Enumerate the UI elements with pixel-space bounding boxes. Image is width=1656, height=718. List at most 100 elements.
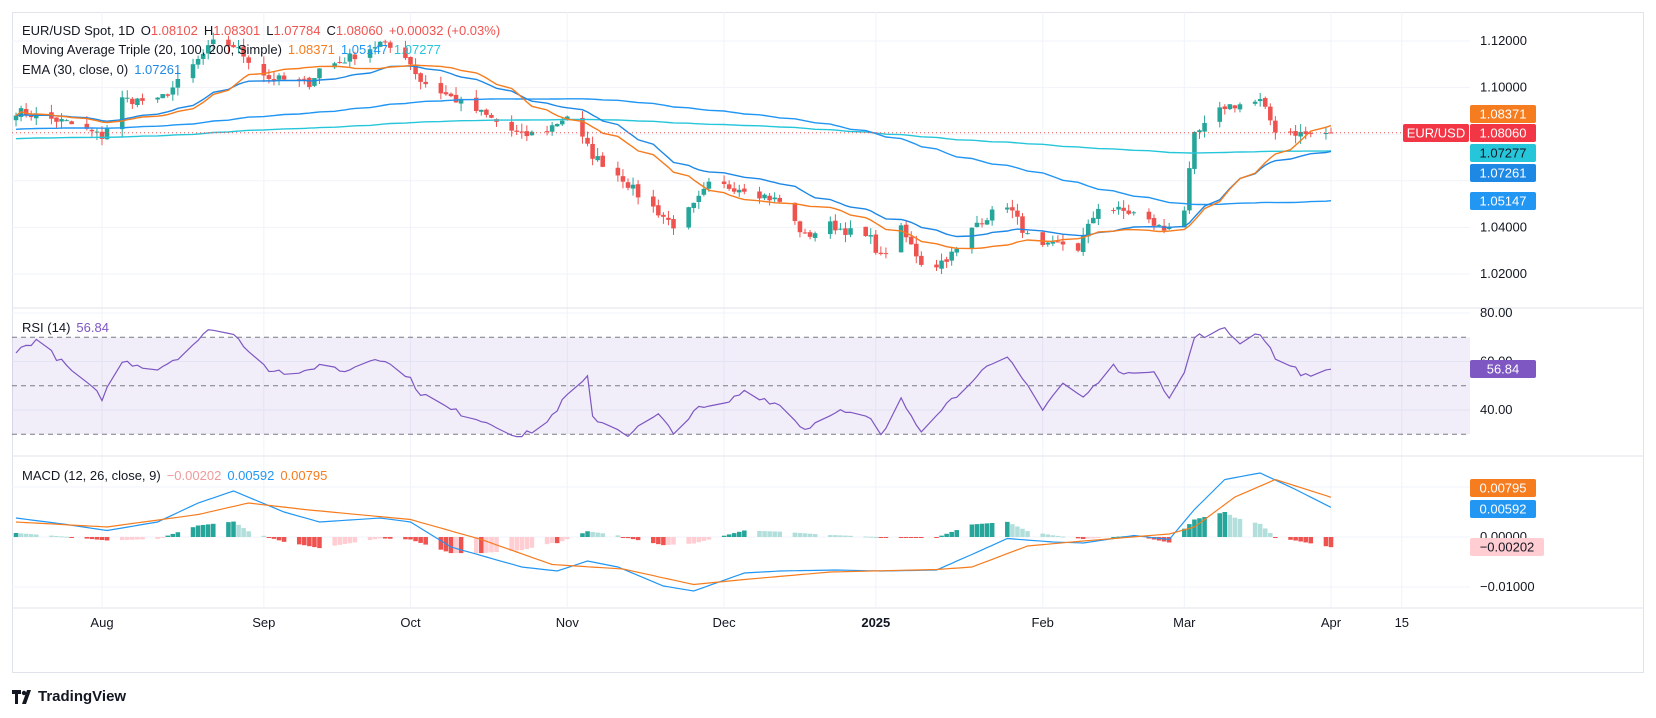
candle-body	[721, 181, 727, 185]
candle-body	[559, 120, 565, 125]
macd-hist-bar	[721, 535, 727, 537]
candle-body	[544, 131, 550, 133]
candle-body	[377, 41, 383, 47]
macd-hist-bar	[554, 537, 560, 544]
macd-hist-bar	[1288, 537, 1293, 540]
macd-hist-bar	[807, 533, 813, 537]
macd-hist-bar	[661, 537, 666, 546]
symbol-badge-bg	[1403, 124, 1469, 142]
macd-hist-bar	[600, 533, 605, 537]
macd-hist-bar	[135, 537, 140, 540]
candle-body	[226, 39, 231, 47]
candle-body	[276, 75, 282, 80]
low-value: 1.07784	[273, 23, 321, 38]
rsi-line	[15, 327, 1332, 438]
ma-legend: Moving Average Triple (20, 100, 200, Sim…	[22, 42, 447, 58]
time-tick-label: Nov	[556, 615, 580, 630]
ma-legend-name: Moving Average Triple (20, 100, 200, Sim…	[22, 42, 282, 57]
macd-hist-bar	[863, 536, 868, 538]
ema30-line	[15, 65, 1332, 238]
candle-body	[271, 79, 277, 81]
macd-hist-bar	[231, 521, 236, 537]
macd-hist-bar	[701, 537, 707, 541]
macd-hist-bar	[1262, 528, 1268, 537]
macd-hist-bar	[989, 522, 995, 537]
macd-hist-bar	[89, 537, 95, 540]
macd-hist-bar	[666, 537, 671, 545]
ma20-line	[15, 64, 1332, 250]
macd-hist-bar	[1015, 526, 1020, 537]
candle-body	[246, 57, 251, 63]
candle-body	[903, 224, 909, 238]
candle-body	[448, 93, 454, 97]
candle-body	[302, 78, 307, 80]
candle-body	[742, 188, 747, 192]
macd-hist-bar	[777, 531, 782, 537]
macd-hist-bar	[691, 537, 697, 544]
candle-body	[332, 63, 337, 68]
candle-body	[1323, 133, 1329, 135]
macd-hist-bar	[833, 535, 838, 537]
candle-body	[812, 233, 818, 238]
candle-body	[423, 81, 428, 85]
macd-hist-bar	[514, 537, 520, 551]
candle-body	[1096, 208, 1101, 219]
candle-body	[863, 226, 868, 237]
candle-body	[408, 56, 413, 65]
candle-body	[1257, 99, 1263, 102]
macd-hist-bar	[347, 537, 353, 544]
ohlc-legend: EUR/USD Spot, 1D O1.08102 H1.08301 L1.07784…	[22, 23, 506, 39]
candle-body	[1040, 232, 1045, 246]
macd-hist-bar	[281, 537, 287, 542]
macd-hist-bar	[1237, 518, 1243, 537]
candle-body	[1050, 241, 1056, 244]
candle-body	[1025, 233, 1030, 235]
macd-hist-bar	[802, 533, 808, 537]
ma20-price-badge-bg	[1470, 105, 1536, 123]
candle-body	[939, 260, 944, 269]
macd-hist-bar	[1020, 528, 1025, 537]
open-label: O	[140, 23, 151, 38]
candle-body	[1308, 132, 1314, 134]
macd-hist-bar	[1182, 528, 1187, 537]
candle-body	[266, 75, 272, 79]
ma100-legend-value: 1.05147	[340, 42, 388, 57]
macd-hist-bar	[913, 537, 919, 538]
candles	[13, 32, 1334, 275]
macd-hist-bar	[125, 537, 130, 540]
candle-body	[1131, 212, 1137, 214]
candle-body	[554, 123, 560, 127]
candle-body	[1298, 131, 1303, 137]
macd-hist-bar	[1308, 537, 1314, 544]
candle-body	[767, 195, 772, 201]
macd-hist-bar	[1091, 537, 1096, 539]
candle-body	[1217, 107, 1223, 122]
macd-hist-bar	[1252, 522, 1258, 537]
candle-body	[1055, 241, 1061, 243]
candle-body	[792, 202, 798, 221]
candle-body	[413, 64, 418, 75]
macd-hist-bar	[1197, 518, 1202, 537]
macd-tick-label: −0.01000	[1480, 579, 1535, 594]
candle-body	[777, 197, 782, 202]
macd-hist-bar	[1273, 537, 1278, 538]
macd-hist-bar	[1025, 531, 1030, 537]
macd-hist-bar	[99, 537, 105, 541]
price-tick-label: 1.10000	[1480, 80, 1527, 95]
candle-body	[919, 255, 924, 265]
macd-hist-bar	[1298, 537, 1303, 542]
macd-hist-bar	[94, 537, 100, 540]
candle-body	[1005, 207, 1010, 210]
rsi-legend-value: 56.84	[76, 320, 109, 335]
macd-hist-bar	[1111, 536, 1116, 538]
macd-hist-bar	[1303, 537, 1308, 543]
candle-body	[954, 248, 960, 253]
symbol-badge: EUR/USD	[1403, 124, 1469, 142]
ma100-price-badge: 1.05147	[1470, 192, 1536, 210]
macd-hist-bar	[377, 537, 383, 539]
candle-body	[1060, 241, 1066, 245]
macd-hist-bar	[246, 531, 251, 537]
macd-hist-bar	[332, 537, 337, 546]
candle-body	[236, 47, 241, 49]
